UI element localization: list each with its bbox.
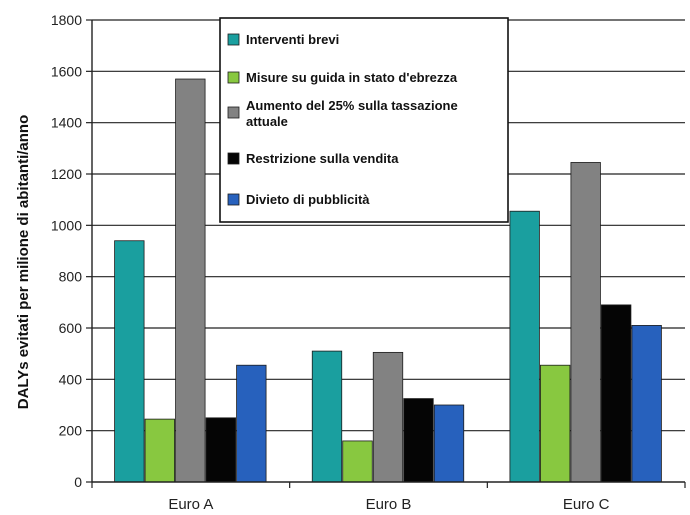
bar	[175, 78, 206, 483]
legend-label: Restrizione sulla vendita	[246, 151, 399, 166]
legend-swatch	[227, 71, 240, 84]
y-tick-label: 1800	[51, 12, 82, 28]
legend-swatch	[227, 106, 240, 119]
bar	[540, 364, 571, 483]
y-tick-label: 1200	[51, 166, 82, 182]
bar	[144, 418, 175, 483]
bar	[205, 417, 236, 483]
y-tick-label: 800	[59, 269, 83, 285]
bar	[631, 325, 662, 483]
x-tick-label: Euro C	[563, 496, 610, 513]
y-tick-label: 1000	[51, 217, 82, 233]
bar	[509, 210, 540, 483]
y-tick-label: 200	[59, 423, 83, 439]
bar	[311, 350, 343, 483]
bars	[114, 78, 662, 483]
legend-label: Aumento del 25% sulla tassazione attuale	[246, 98, 458, 129]
bar	[372, 351, 404, 483]
x-tick-label: Euro A	[168, 496, 213, 513]
legend-swatch	[227, 152, 240, 165]
y-tick-label: 600	[59, 320, 83, 336]
x-tick-label: Euro B	[366, 496, 412, 513]
legend-label: Misure su guida in stato d'ebrezza	[246, 70, 458, 85]
bar	[236, 364, 267, 483]
legend-label: Divieto di pubblicità	[246, 192, 370, 207]
bar	[403, 398, 434, 483]
y-tick-label: 0	[74, 474, 82, 490]
axes: 0 200 400 600 800 1000 1200 1400 1600 1800 Euro A E…	[51, 12, 686, 513]
legend: Interventi brevi Misure su guida in stato…	[219, 17, 509, 223]
y-tick-label: 400	[59, 371, 83, 387]
y-axis-title: DALYs evitati per milione di abitanti/an…	[15, 115, 32, 410]
bar	[601, 304, 632, 483]
legend-label: Interventi brevi	[246, 32, 339, 47]
y-tick-label: 1400	[51, 115, 82, 131]
bar	[342, 440, 373, 483]
legend-swatch	[227, 33, 240, 46]
bar	[114, 240, 145, 483]
legend-swatch	[227, 193, 240, 206]
legend-box	[219, 17, 509, 223]
bar	[570, 162, 601, 483]
y-tick-label: 1600	[51, 63, 82, 79]
bar	[433, 404, 465, 483]
